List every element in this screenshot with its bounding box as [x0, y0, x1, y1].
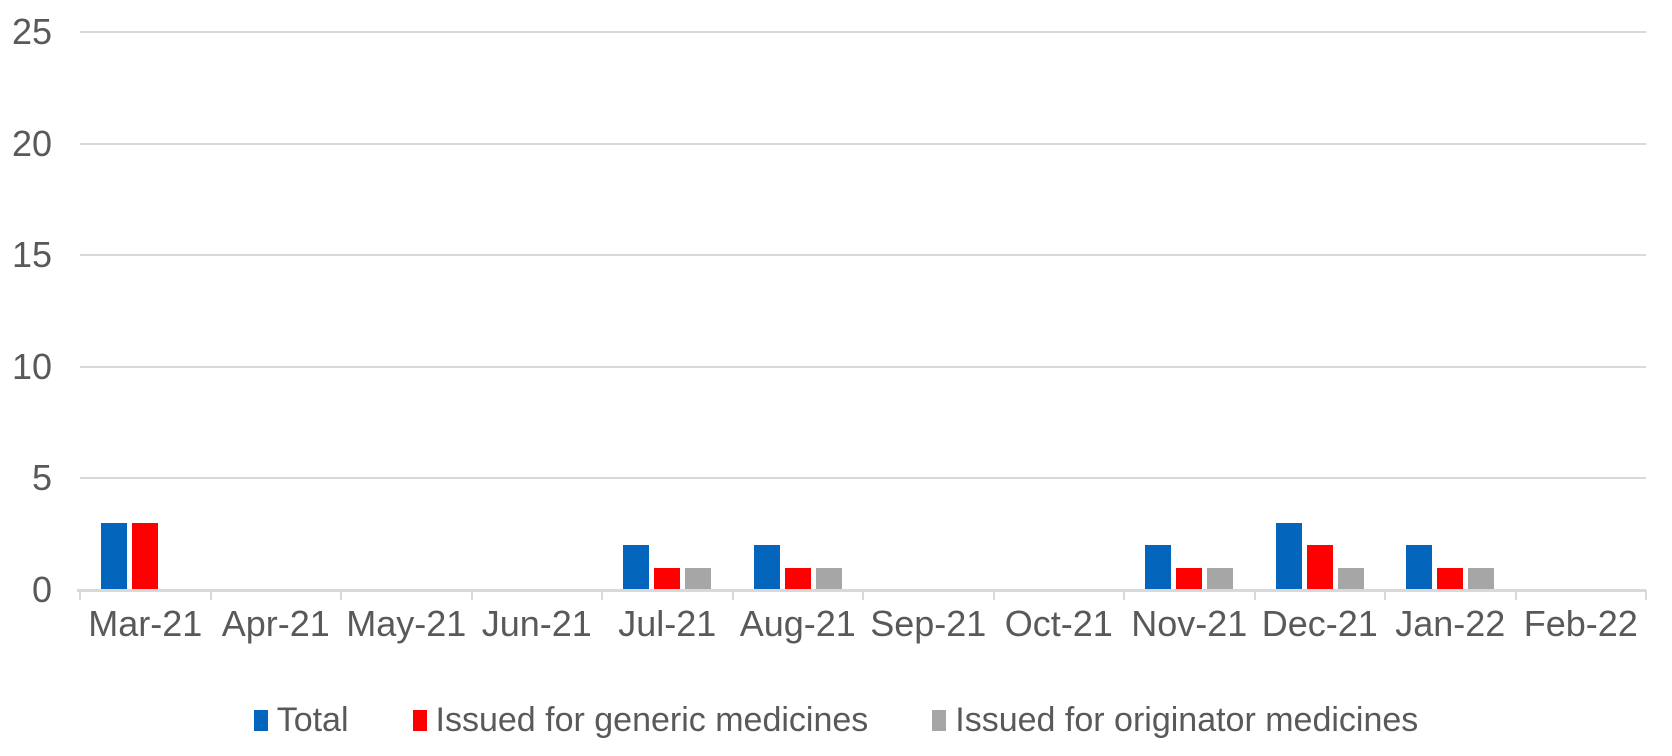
x-axis-label-jun-21: Jun-21 [481, 603, 592, 644]
x-axis-tick [470, 590, 473, 600]
x-axis-label-may-21: May-21 [346, 603, 467, 644]
x-axis-tick [992, 590, 995, 600]
legend-entry-0: Total [253, 700, 349, 740]
plot-area [77, 31, 1647, 600]
y-axis-label-0: 0 [31, 569, 52, 610]
legend-entry-2: Issued for originator medicines [932, 700, 1418, 740]
bar-jul-21-series-2 [685, 568, 712, 590]
bar-aug-21-series-2 [815, 568, 842, 590]
bar-aug-21-series-0 [753, 545, 780, 590]
y-axis-label-10: 10 [11, 345, 52, 387]
x-axis-label-mar-21: Mar-21 [88, 603, 203, 644]
x-axis-label-nov-21: Nov-21 [1131, 603, 1248, 644]
x-axis-label-jul-21: Jul-21 [618, 603, 717, 644]
y-axis-label-15: 15 [11, 234, 52, 276]
legend-marker-icon [932, 709, 947, 731]
bar-mar-21-series-0 [101, 523, 128, 590]
legend-label: Total [276, 701, 349, 739]
x-axis-baseline [77, 589, 1646, 592]
gridline-15 [80, 254, 1646, 257]
x-axis-tick [79, 590, 81, 600]
bar-dec-21-series-2 [1337, 568, 1364, 590]
legend-marker-icon [253, 709, 268, 731]
x-axis-tick [1514, 590, 1517, 600]
bar-mar-21-series-1 [132, 523, 159, 590]
x-axis-tick [601, 590, 603, 600]
gridline-10 [80, 365, 1646, 368]
x-axis-tick [1123, 590, 1125, 600]
x-axis-label-aug-21: Aug-21 [739, 603, 856, 644]
x-axis-tick [1645, 590, 1647, 600]
bar-jul-21-series-1 [654, 568, 681, 590]
bar-dec-21-series-1 [1306, 545, 1333, 590]
x-axis-label-apr-21: Apr-21 [221, 603, 330, 644]
bar-jan-22-series-1 [1437, 568, 1464, 590]
y-axis-label-5: 5 [31, 457, 52, 499]
x-axis-tick [209, 590, 212, 600]
bar-aug-21-series-1 [784, 568, 811, 590]
bar-nov-21-series-1 [1176, 568, 1203, 590]
x-axis-label-jan-22: Jan-22 [1395, 603, 1506, 644]
legend: Total Issued for generic medicines Issued … [0, 700, 1672, 740]
bar-jan-22-series-2 [1468, 568, 1495, 590]
bar-dec-21-series-0 [1275, 523, 1302, 590]
x-axis-label-dec-21: Dec-21 [1261, 603, 1378, 644]
x-axis-label-feb-22: Feb-22 [1523, 603, 1638, 644]
legend-entry-1: Issued for generic medicines [412, 700, 869, 740]
x-axis-tick [340, 590, 342, 600]
y-axis-label-25: 25 [11, 11, 52, 52]
x-axis-tick [862, 590, 864, 600]
bar-jul-21-series-0 [623, 545, 650, 590]
x-axis-tick [1384, 590, 1386, 600]
y-axis-label-20: 20 [11, 122, 52, 164]
bar-jan-22-series-0 [1406, 545, 1433, 590]
bar-nov-21-series-0 [1145, 545, 1172, 590]
x-axis-tick [1253, 590, 1256, 600]
x-axis-label-oct-21: Oct-21 [1004, 603, 1113, 644]
legend-label: Issued for originator medicines [955, 701, 1419, 739]
gridline-25 [80, 31, 1646, 33]
x-axis-label-sep-21: Sep-21 [870, 603, 987, 644]
gridline-5 [80, 477, 1646, 480]
legend-label: Issued for generic medicines [435, 701, 869, 739]
bar-nov-21-series-2 [1207, 568, 1234, 590]
x-axis-tick [731, 590, 734, 600]
gridline-20 [80, 142, 1646, 145]
legend-marker-icon [412, 709, 427, 731]
